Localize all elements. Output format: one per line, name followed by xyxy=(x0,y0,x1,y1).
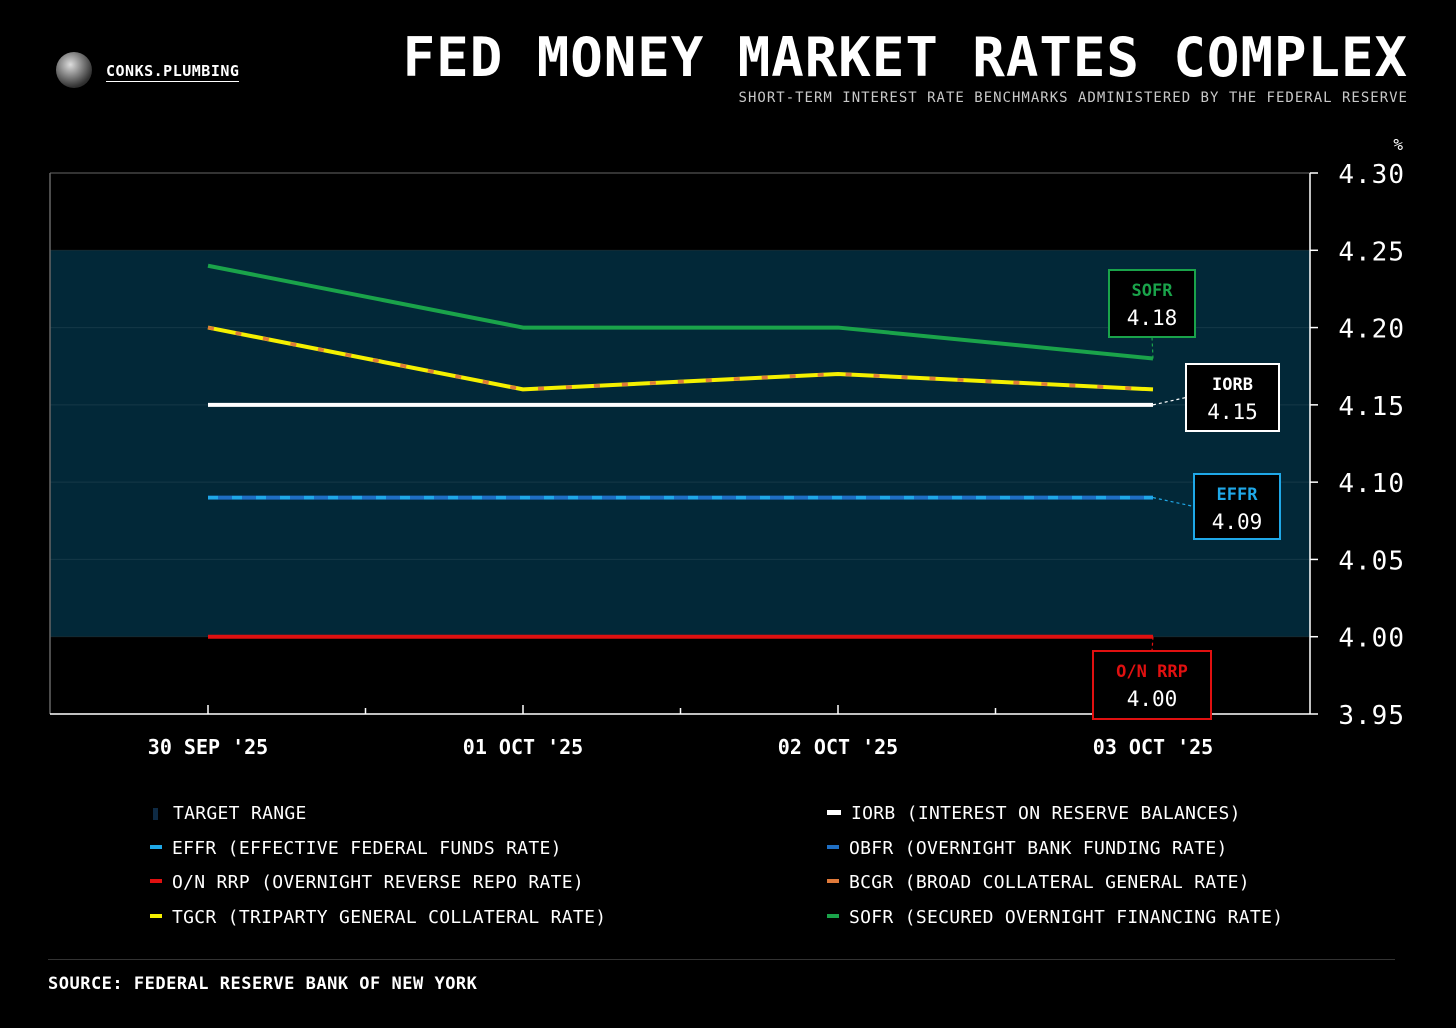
y-tick-label: 4.20 xyxy=(1338,315,1405,345)
legend-swatch xyxy=(150,844,162,849)
legend-item: BCGR (BROAD COLLATERAL GENERAL RATE) xyxy=(827,872,1250,893)
end-labels: SOFR 4.18 IORB 4.15 EFFR 4.09 O/N RRP 4.00 xyxy=(1092,269,1281,720)
legend-swatch xyxy=(153,808,158,820)
series-layer xyxy=(207,263,1154,639)
legend-label: SOFR (SECURED OVERNIGHT FINANCING RATE) xyxy=(849,906,1284,928)
legend-item: OBFR (OVERNIGHT BANK FUNDING RATE) xyxy=(827,838,1228,859)
callout-value-iorb: 4.15 xyxy=(1207,400,1258,424)
callout-box-effr xyxy=(1193,473,1281,540)
y-tick-label: 4.30 xyxy=(1338,160,1405,190)
brand-link[interactable]: CONKS.PLUMBING xyxy=(106,62,240,82)
y-tick-label: 4.05 xyxy=(1338,546,1405,576)
callout-box-iorb xyxy=(1185,363,1280,432)
target-range-band xyxy=(50,250,1310,637)
series-line-sofr xyxy=(207,263,1154,361)
callout-name-effr: EFFR xyxy=(1217,485,1259,505)
legend-item: TGCR (TRIPARTY GENERAL COLLATERAL RATE) xyxy=(150,907,606,928)
y-tick-label: 4.25 xyxy=(1338,237,1405,267)
legend-label: TARGET RANGE xyxy=(173,803,307,824)
callout-leader-o-n-rrp xyxy=(1151,636,1154,652)
callout-value-o-n-rrp: 4.00 xyxy=(1127,687,1178,711)
axes: 4.30 4.25 4.20 4.15 4.10 4.05 4.00 3.95% 30 SEP … xyxy=(49,135,1405,759)
legend-item: TARGET RANGE xyxy=(150,803,307,824)
series-line-bcgr xyxy=(207,325,1154,392)
legend-label: O/N RRP (OVERNIGHT REVERSE REPO RATE) xyxy=(172,872,585,893)
legend-label: EFFR (EFFECTIVE FEDERAL FUNDS RATE) xyxy=(172,837,562,859)
callout-box-o-n-rrp xyxy=(1092,650,1212,720)
x-tick-label: 30 SEP '25 xyxy=(148,735,268,759)
legend-swatch xyxy=(150,913,162,918)
legend-label: TGCR (TRIPARTY GENERAL COLLATERAL RATE) xyxy=(172,906,607,928)
legend-item: IORB (INTEREST ON RESERVE BALANCES) xyxy=(827,803,1241,824)
x-tick-label: 01 OCT '25 xyxy=(463,735,583,759)
y-tick-label: 3.95 xyxy=(1338,701,1405,731)
callout-name-o-n-rrp: O/N RRP xyxy=(1116,662,1188,682)
callout-name-sofr: SOFR xyxy=(1132,281,1174,301)
legend-label: OBFR (OVERNIGHT BANK FUNDING RATE) xyxy=(849,837,1228,859)
footer-divider xyxy=(48,959,1395,960)
callout-name-iorb: IORB xyxy=(1212,375,1253,395)
callout-value-sofr: 4.18 xyxy=(1127,306,1178,330)
callout-leader-effr xyxy=(1152,497,1195,508)
legend-item: O/N RRP (OVERNIGHT REVERSE REPO RATE) xyxy=(150,872,584,893)
legend-item: EFFR (EFFECTIVE FEDERAL FUNDS RATE) xyxy=(150,838,562,859)
y-tick-label: 4.10 xyxy=(1338,469,1405,499)
legend-swatch xyxy=(827,844,839,849)
x-tick-label: 03 OCT '25 xyxy=(1093,735,1213,759)
y-tick-label: 4.15 xyxy=(1338,392,1405,422)
y-tick-label: 4.00 xyxy=(1338,624,1405,654)
x-tick-label: 02 OCT '25 xyxy=(778,735,898,759)
brand-avatar-icon xyxy=(56,52,92,88)
callout-box-sofr xyxy=(1108,269,1196,338)
legend-swatch xyxy=(827,913,839,918)
chart-subtitle: SHORT-TERM INTEREST RATE BENCHMARKS ADMI… xyxy=(738,90,1408,106)
legend-item: SOFR (SECURED OVERNIGHT FINANCING RATE) xyxy=(827,907,1283,928)
chart-title: FED MONEY MARKET RATES COMPLEX xyxy=(402,26,1408,89)
legend-swatch xyxy=(827,879,839,883)
line-chart: 4.30 4.25 4.20 4.15 4.10 4.05 4.00 3.95% 30 SEP … xyxy=(49,135,1405,759)
callout-value-effr: 4.09 xyxy=(1212,510,1263,534)
legend-label: BCGR (BROAD COLLATERAL GENERAL RATE) xyxy=(849,872,1250,893)
y-axis-unit: % xyxy=(1393,135,1403,154)
legend-label: IORB (INTEREST ON RESERVE BALANCES) xyxy=(851,803,1241,824)
source-note: SOURCE: FEDERAL RESERVE BANK OF NEW YORK xyxy=(48,974,478,994)
legend-swatch xyxy=(150,879,162,883)
legend-swatch xyxy=(827,809,841,815)
